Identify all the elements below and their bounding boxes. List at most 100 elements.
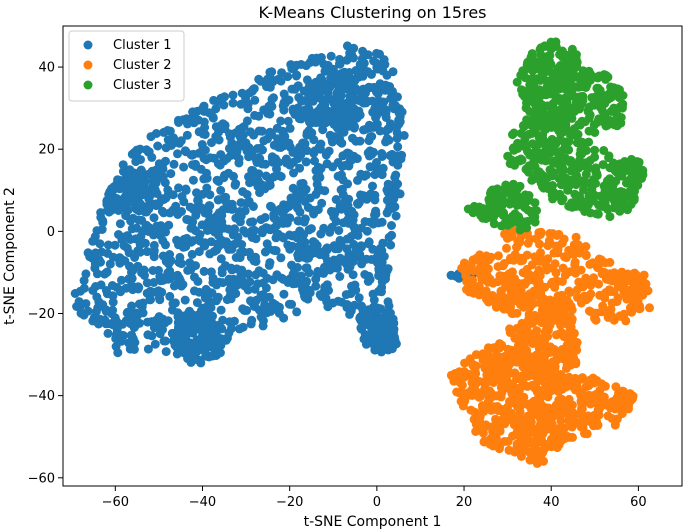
data-point xyxy=(142,207,152,217)
data-point xyxy=(590,417,600,427)
data-point xyxy=(586,193,596,203)
data-point xyxy=(252,158,262,167)
data-point xyxy=(349,239,359,249)
data-point xyxy=(279,289,289,299)
data-point xyxy=(551,86,561,96)
data-point xyxy=(525,331,535,341)
data-point xyxy=(364,237,374,247)
data-point xyxy=(609,270,619,280)
data-point xyxy=(594,260,604,270)
data-point xyxy=(321,150,331,160)
data-point xyxy=(181,235,191,244)
data-point xyxy=(142,145,151,155)
data-point xyxy=(117,275,126,285)
data-point xyxy=(250,95,260,105)
data-point xyxy=(550,259,560,269)
data-point xyxy=(351,223,361,233)
data-point xyxy=(557,290,567,300)
data-point xyxy=(249,256,259,266)
data-point xyxy=(158,251,168,261)
data-point xyxy=(397,107,407,117)
data-point xyxy=(354,197,364,207)
data-point xyxy=(563,332,573,342)
data-point xyxy=(626,200,636,210)
data-point xyxy=(136,199,145,209)
data-point xyxy=(128,285,138,295)
data-point xyxy=(524,314,534,324)
data-point xyxy=(313,185,323,195)
data-point xyxy=(200,145,210,155)
data-point xyxy=(101,268,111,278)
data-point xyxy=(470,255,480,265)
data-point xyxy=(264,260,274,270)
data-point xyxy=(382,195,392,205)
data-point xyxy=(175,252,185,262)
data-point xyxy=(179,197,189,207)
data-point xyxy=(551,42,561,51)
data-point xyxy=(116,336,126,346)
data-point xyxy=(217,235,227,245)
data-point xyxy=(381,108,391,118)
data-point xyxy=(373,329,383,339)
data-point xyxy=(201,284,211,294)
x-tick-label: −40 xyxy=(189,495,216,510)
data-point xyxy=(169,133,179,143)
data-point xyxy=(514,348,524,358)
data-point xyxy=(75,302,85,312)
data-point xyxy=(168,299,178,309)
data-point xyxy=(245,88,255,98)
data-point xyxy=(90,259,100,269)
data-point xyxy=(610,199,620,209)
data-point xyxy=(389,324,399,334)
data-point xyxy=(550,158,560,168)
data-point xyxy=(601,74,611,84)
data-point xyxy=(290,269,300,279)
data-point xyxy=(509,128,519,138)
data-point xyxy=(216,254,226,264)
data-point xyxy=(536,90,546,100)
data-point xyxy=(520,279,530,289)
data-point xyxy=(543,184,553,194)
data-point xyxy=(189,286,199,296)
data-point xyxy=(292,232,302,242)
data-point xyxy=(119,241,129,251)
data-point xyxy=(195,204,205,214)
data-point xyxy=(552,443,562,453)
data-point xyxy=(528,339,538,348)
data-point xyxy=(208,351,218,361)
data-point xyxy=(331,195,341,204)
data-point xyxy=(512,400,522,410)
data-point xyxy=(134,299,144,309)
data-point xyxy=(497,286,506,296)
data-point xyxy=(222,295,232,305)
data-point xyxy=(214,135,224,145)
data-point xyxy=(276,116,286,126)
data-point xyxy=(199,307,209,316)
data-point xyxy=(247,165,257,175)
data-point xyxy=(485,274,495,284)
data-point xyxy=(586,289,596,299)
legend: Cluster 1 Cluster 2 Cluster 3 xyxy=(68,30,185,102)
data-point xyxy=(496,207,505,217)
data-point xyxy=(537,366,547,376)
data-point xyxy=(240,206,250,216)
data-point xyxy=(293,81,303,91)
data-point xyxy=(537,298,547,308)
data-point xyxy=(305,193,315,203)
data-point xyxy=(243,269,253,279)
data-point xyxy=(573,240,583,250)
data-point xyxy=(471,361,481,371)
data-point xyxy=(618,279,628,289)
data-point xyxy=(265,129,275,139)
data-point xyxy=(393,142,403,152)
data-point xyxy=(350,75,360,85)
data-point xyxy=(157,206,167,216)
data-point xyxy=(206,303,216,313)
data-point xyxy=(509,145,519,155)
data-point xyxy=(353,175,362,185)
chart-title: K-Means Clustering on 15res xyxy=(259,3,487,22)
data-point xyxy=(311,118,321,128)
data-point xyxy=(260,159,270,169)
data-point xyxy=(550,432,559,441)
data-point xyxy=(564,286,574,296)
